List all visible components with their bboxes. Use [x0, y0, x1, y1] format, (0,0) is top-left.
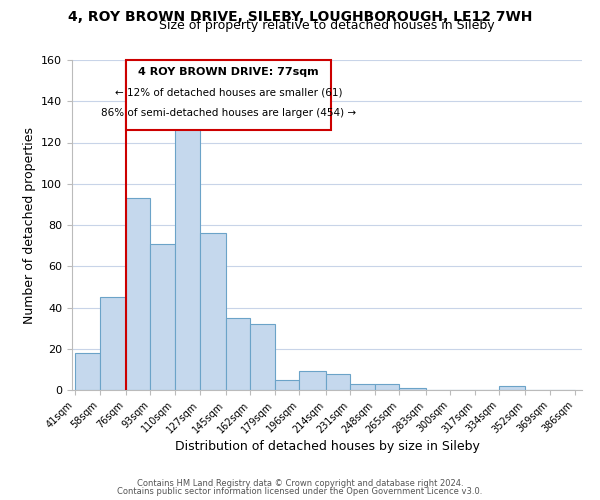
- Bar: [326, 374, 350, 390]
- Text: 86% of semi-detached houses are larger (454) →: 86% of semi-detached houses are larger (…: [101, 108, 356, 118]
- Bar: [75, 353, 100, 390]
- Bar: [200, 233, 226, 390]
- Text: Contains public sector information licensed under the Open Government Licence v3: Contains public sector information licen…: [118, 487, 482, 496]
- Y-axis label: Number of detached properties: Number of detached properties: [23, 126, 35, 324]
- Bar: [226, 318, 250, 390]
- Text: 4, ROY BROWN DRIVE, SILEBY, LOUGHBOROUGH, LE12 7WH: 4, ROY BROWN DRIVE, SILEBY, LOUGHBOROUGH…: [68, 10, 532, 24]
- Bar: [175, 114, 199, 390]
- Text: Contains HM Land Registry data © Crown copyright and database right 2024.: Contains HM Land Registry data © Crown c…: [137, 478, 463, 488]
- Bar: [350, 384, 375, 390]
- Bar: [375, 384, 400, 390]
- X-axis label: Distribution of detached houses by size in Sileby: Distribution of detached houses by size …: [175, 440, 479, 453]
- Bar: [299, 372, 326, 390]
- Bar: [100, 297, 125, 390]
- Bar: [250, 324, 275, 390]
- Bar: [150, 244, 175, 390]
- Bar: [275, 380, 299, 390]
- Text: ← 12% of detached houses are smaller (61): ← 12% of detached houses are smaller (61…: [115, 88, 342, 98]
- Bar: [125, 198, 150, 390]
- FancyBboxPatch shape: [125, 60, 331, 130]
- Bar: [400, 388, 425, 390]
- Text: 4 ROY BROWN DRIVE: 77sqm: 4 ROY BROWN DRIVE: 77sqm: [138, 66, 319, 76]
- Title: Size of property relative to detached houses in Sileby: Size of property relative to detached ho…: [159, 20, 495, 32]
- Bar: [499, 386, 526, 390]
